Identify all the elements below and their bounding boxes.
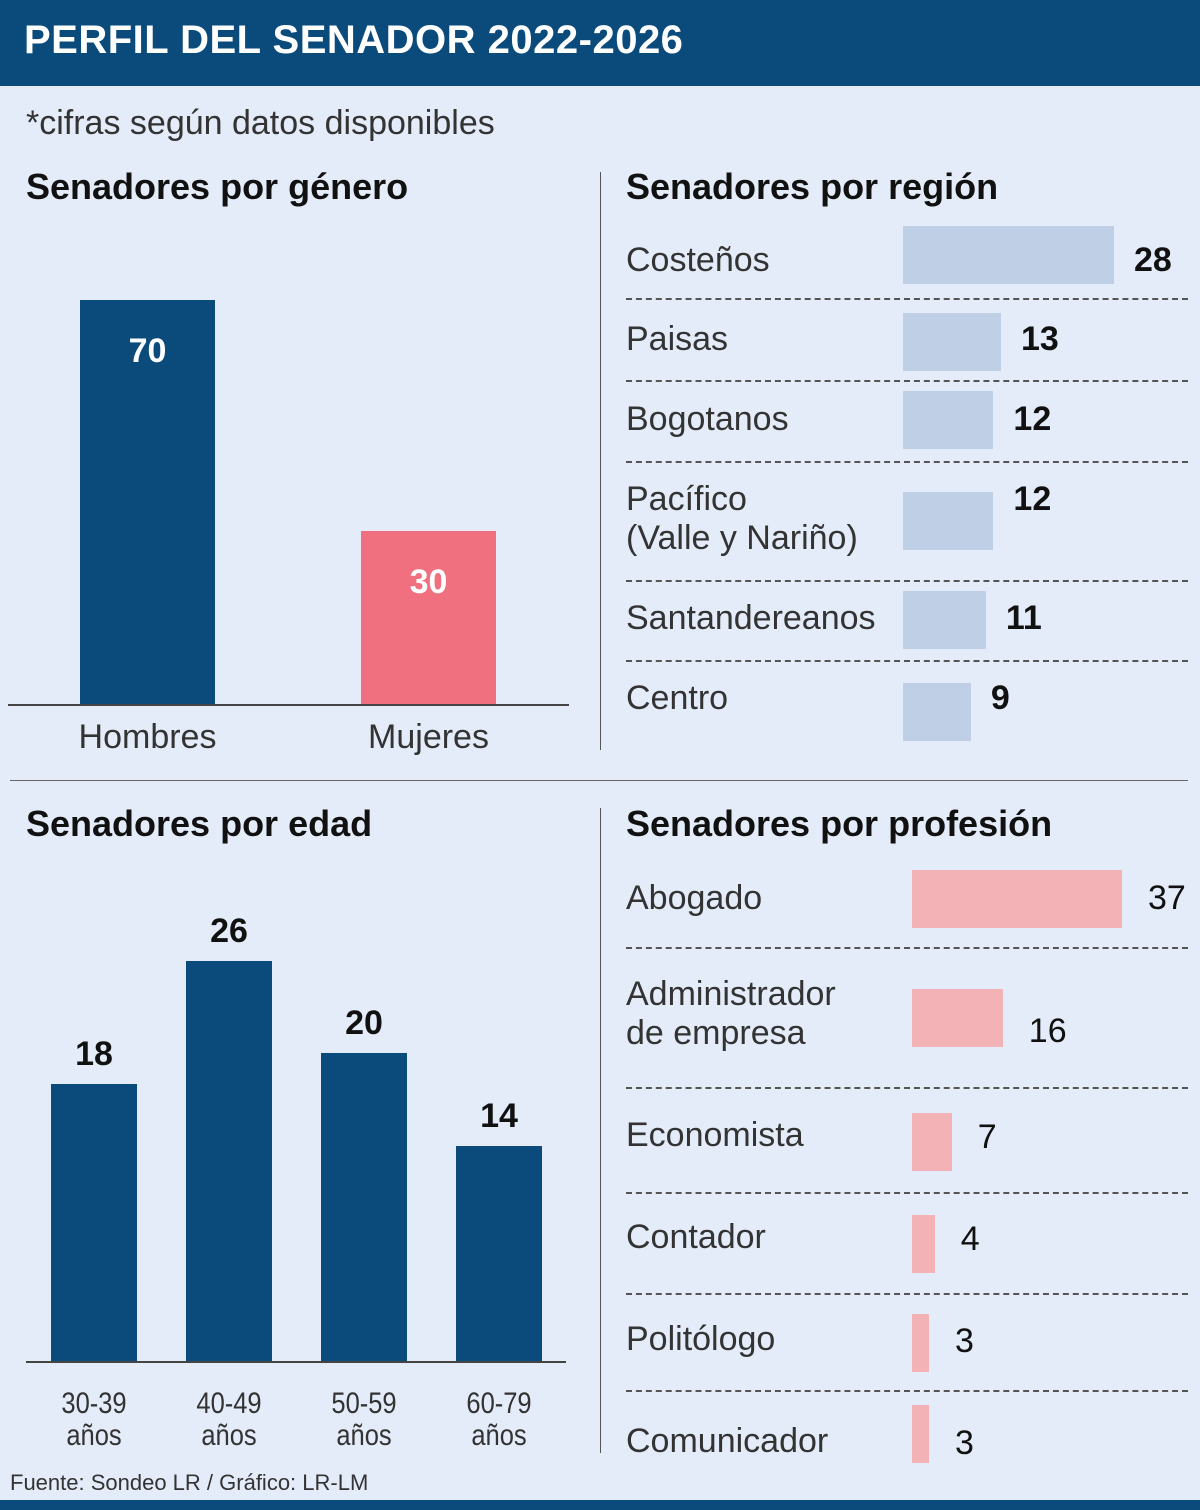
age-bar-50-59-anos: [321, 1053, 407, 1361]
region-bar-costenos: [903, 226, 1114, 284]
bar-mujeres: [361, 530, 496, 704]
profession-label-politologo: Politólogo: [626, 1320, 776, 1358]
age-value-50-59-anos: 20: [345, 1004, 383, 1043]
source-credit: Fuente: Sondeo LR / Gráfico: LR-LM: [10, 1470, 369, 1495]
bottom-vertical-divider: [600, 808, 601, 1453]
age-value-30-39-anos: 18: [75, 1035, 113, 1074]
profession-row-divider: [626, 1192, 1188, 1194]
gender-baseline: [8, 704, 569, 706]
region-row-divider: [626, 461, 1188, 463]
age-bar-40-49-anos: [186, 961, 272, 1361]
profession-bar-abogado: [912, 870, 1122, 928]
profession-row-divider: [626, 1293, 1188, 1295]
region-value-paisas: 13: [1020, 320, 1059, 358]
region-bar-pacifico-valle-y-narino: [903, 492, 994, 550]
profession-bar-politologo: [912, 1314, 930, 1372]
region-row-divider: [626, 380, 1188, 382]
region-value-costenos: 28: [1134, 241, 1172, 279]
region-value-centro: 9: [990, 679, 1010, 717]
profession-value-economista: 7: [977, 1118, 997, 1156]
region-row-divider: [626, 580, 1188, 582]
region-bar-paisas: [903, 313, 1001, 371]
profession-label-comunicador: Comunicador: [626, 1422, 829, 1460]
footer-bar: [0, 1500, 1200, 1510]
bar-hombres: [80, 300, 215, 704]
age-category-40-49-anos: 40-49 años: [196, 1387, 262, 1452]
region-label-paisas: Paisas: [626, 320, 729, 358]
profession-bar-comunicador: [912, 1405, 930, 1463]
profession-bar-administrador-de-empresa: [912, 989, 1003, 1047]
region-bar-bogotanos: [903, 391, 994, 449]
region-chart-title: Senadores por región: [626, 166, 999, 207]
value-label-hombres: 70: [128, 332, 167, 370]
profession-value-contador: 4: [960, 1220, 980, 1258]
region-label-bogotanos: Bogotanos: [626, 400, 789, 438]
age-bar-30-39-anos: [51, 1084, 137, 1361]
region-value-bogotanos: 12: [1013, 400, 1052, 438]
data-note: *cifras según datos disponibles: [26, 104, 495, 142]
region-row-divider: [626, 298, 1188, 300]
region-bar-centro: [903, 683, 971, 741]
age-bar-60-79-anos: [456, 1145, 542, 1361]
profession-chart-title: Senadores por profesión: [626, 803, 1053, 844]
region-label-pacifico-valle-y-narino: Pacífico (Valle y Nariño): [626, 480, 858, 557]
profession-value-abogado: 37: [1148, 879, 1186, 917]
profession-value-comunicador: 3: [955, 1424, 974, 1462]
age-category-50-59-anos: 50-59 años: [331, 1387, 397, 1452]
profession-value-administrador-de-empresa: 16: [1028, 1012, 1067, 1050]
profession-bar-economista: [912, 1113, 952, 1171]
age-chart-title: Senadores por edad: [26, 803, 373, 844]
region-value-pacifico-valle-y-narino: 12: [1013, 480, 1052, 518]
age-category-60-79-anos: 60-79 años: [466, 1387, 532, 1452]
profession-row-divider: [626, 947, 1188, 949]
page-title: PERFIL DEL SENADOR 2022-2026: [24, 18, 684, 62]
region-bar-santandereanos: [903, 591, 986, 649]
region-row-divider: [626, 660, 1188, 662]
header-banner: PERFIL DEL SENADOR 2022-2026: [0, 0, 1200, 86]
value-label-mujeres: 30: [409, 562, 448, 601]
age-category-30-39-anos: 30-39 años: [61, 1387, 127, 1452]
region-label-santandereanos: Santandereanos: [626, 599, 876, 637]
age-value-60-79-anos: 14: [480, 1096, 518, 1135]
profession-bar-contador: [912, 1215, 935, 1273]
category-label-hombres: Hombres: [78, 718, 217, 756]
section-divider: [10, 780, 1188, 781]
top-vertical-divider: [600, 172, 601, 750]
profession-row-divider: [626, 1087, 1188, 1089]
region-value-santandereanos: 11: [1005, 599, 1042, 637]
region-label-centro: Centro: [626, 679, 729, 717]
gender-chart-title: Senadores por género: [26, 166, 409, 207]
profession-row-divider: [626, 1390, 1188, 1392]
profession-label-contador: Contador: [626, 1218, 766, 1256]
age-baseline: [26, 1361, 566, 1363]
region-label-costenos: Costeños: [626, 241, 770, 279]
profession-value-politologo: 3: [955, 1322, 974, 1360]
age-value-40-49-anos: 26: [210, 912, 248, 950]
profession-label-economista: Economista: [626, 1116, 804, 1154]
profession-label-abogado: Abogado: [626, 879, 763, 917]
category-label-mujeres: Mujeres: [368, 718, 489, 756]
profession-label-administrador-de-empresa: Administrador de empresa: [626, 975, 836, 1052]
